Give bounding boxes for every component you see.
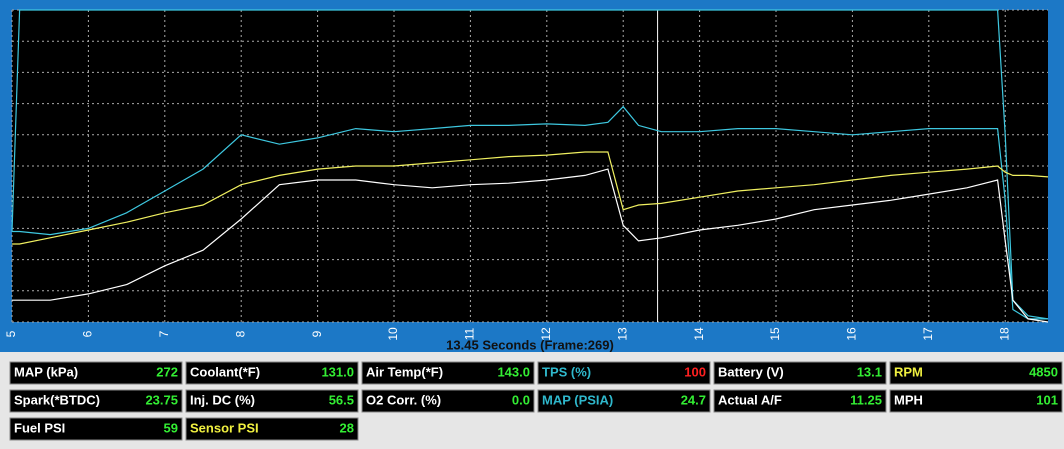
readout-box (9, 361, 183, 385)
readout-box (889, 389, 1063, 413)
readout-value: 11.25 (850, 392, 882, 407)
readout-value: 56.5 (329, 392, 354, 407)
x-tick-label: 5 (4, 330, 18, 337)
readout-box (185, 389, 359, 413)
x-tick-label: 9 (310, 330, 324, 337)
readout-box (537, 361, 711, 385)
readout-label: Actual A/F (718, 392, 782, 407)
x-tick-label: 11 (463, 327, 477, 340)
readout-value: 23.75 (145, 392, 178, 407)
readout-value: 28 (340, 420, 354, 435)
trace (11, 9, 1049, 320)
readout-label: Air Temp(*F) (366, 364, 443, 379)
trace (12, 105, 1048, 320)
readout-box (185, 417, 359, 441)
readout-value: 13.1 (857, 364, 882, 379)
x-tick-label: 8 (233, 330, 247, 337)
readout-label: Fuel PSI (14, 420, 65, 435)
readout-label: Sensor PSI (190, 420, 259, 435)
x-tick-label: 13 (615, 327, 629, 341)
readout-label: RPM (894, 364, 923, 379)
readout-value: 0.0 (512, 392, 530, 407)
x-tick-label: 6 (81, 330, 95, 337)
readout-box (185, 361, 359, 385)
trace (12, 168, 1049, 323)
readout-value: 131.0 (321, 364, 354, 379)
readout-label: Inj. DC (%) (190, 392, 255, 407)
trace (12, 151, 1049, 245)
readout-box (361, 389, 535, 413)
readout-box (537, 389, 711, 413)
readout-box (889, 361, 1063, 385)
readout-value: 101 (1036, 392, 1058, 407)
x-tick-label: 12 (539, 327, 553, 341)
readout-label: MAP (kPa) (14, 364, 78, 379)
x-tick-label: 15 (768, 327, 782, 341)
readout-box (713, 361, 887, 385)
readout-box (361, 361, 535, 385)
readout-value: 143.0 (497, 364, 530, 379)
readout-label: O2 Corr. (%) (366, 392, 441, 407)
x-tick-label: 10 (386, 327, 400, 341)
cursor-label: 13.45 Seconds (Frame:269) (446, 337, 614, 352)
readout-label: Battery (V) (718, 364, 784, 379)
readout-label: TPS (%) (542, 364, 591, 379)
x-tick-label: 14 (692, 327, 706, 341)
readout-label: MPH (894, 392, 923, 407)
readout-value: 24.7 (681, 392, 706, 407)
readout-value: 272 (156, 364, 178, 379)
readout-label: Spark(*BTDC) (14, 392, 100, 407)
readout-value: 4850 (1029, 364, 1058, 379)
readout-label: Coolant(*F) (190, 364, 260, 379)
plot-area (12, 10, 1048, 322)
x-tick-label: 7 (157, 330, 171, 337)
readout-box (9, 389, 183, 413)
x-tick-label: 17 (921, 327, 935, 341)
readout-value: 100 (684, 364, 706, 379)
x-tick-label: 18 (997, 327, 1011, 341)
x-tick-label: 16 (845, 327, 859, 341)
readout-box (9, 417, 183, 441)
readout-value: 59 (164, 420, 178, 435)
readout-label: MAP (PSIA) (542, 392, 613, 407)
readout-box (713, 389, 887, 413)
